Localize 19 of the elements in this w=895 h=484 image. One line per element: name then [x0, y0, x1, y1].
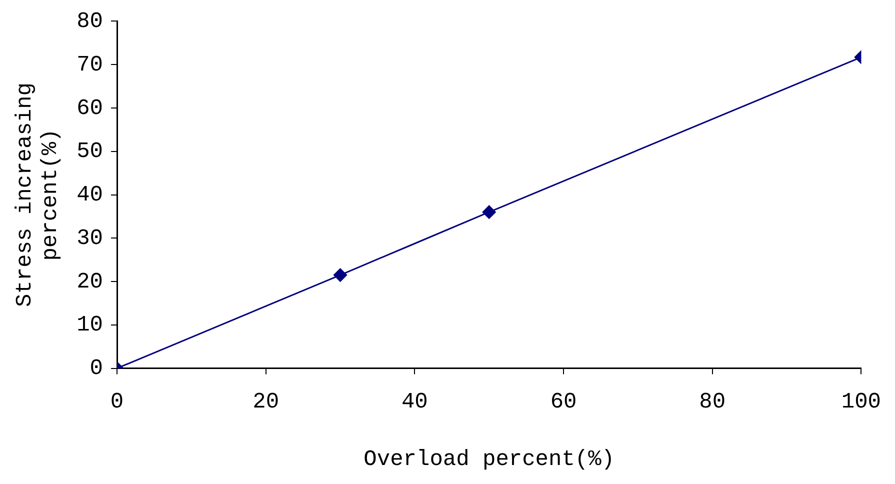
y-tick-label: 80 [76, 9, 104, 34]
x-tick-label: 0 [110, 389, 124, 414]
y-tick-label: 0 [90, 356, 104, 382]
point [334, 268, 348, 282]
point [482, 205, 496, 219]
x-tick-label: 100 [841, 389, 881, 414]
y-tick-label: 30 [76, 226, 104, 251]
y-tick-label: 50 [76, 139, 104, 164]
x-tick-label: 60 [550, 389, 577, 414]
y-tick-label: 20 [76, 269, 104, 294]
y-tick-label: 60 [76, 96, 104, 121]
y-tick-label: 70 [76, 52, 104, 78]
x-axis-title: Overload percent(%) [364, 447, 615, 472]
y-tick-label: 10 [76, 312, 104, 338]
y-axis-title: Stress increasing percent(%) [12, 82, 63, 307]
y-tick-label: 40 [76, 182, 104, 208]
x-tick-label: 80 [699, 389, 726, 414]
x-tick-label: 20 [252, 389, 280, 414]
x-tick-label: 40 [401, 389, 428, 414]
